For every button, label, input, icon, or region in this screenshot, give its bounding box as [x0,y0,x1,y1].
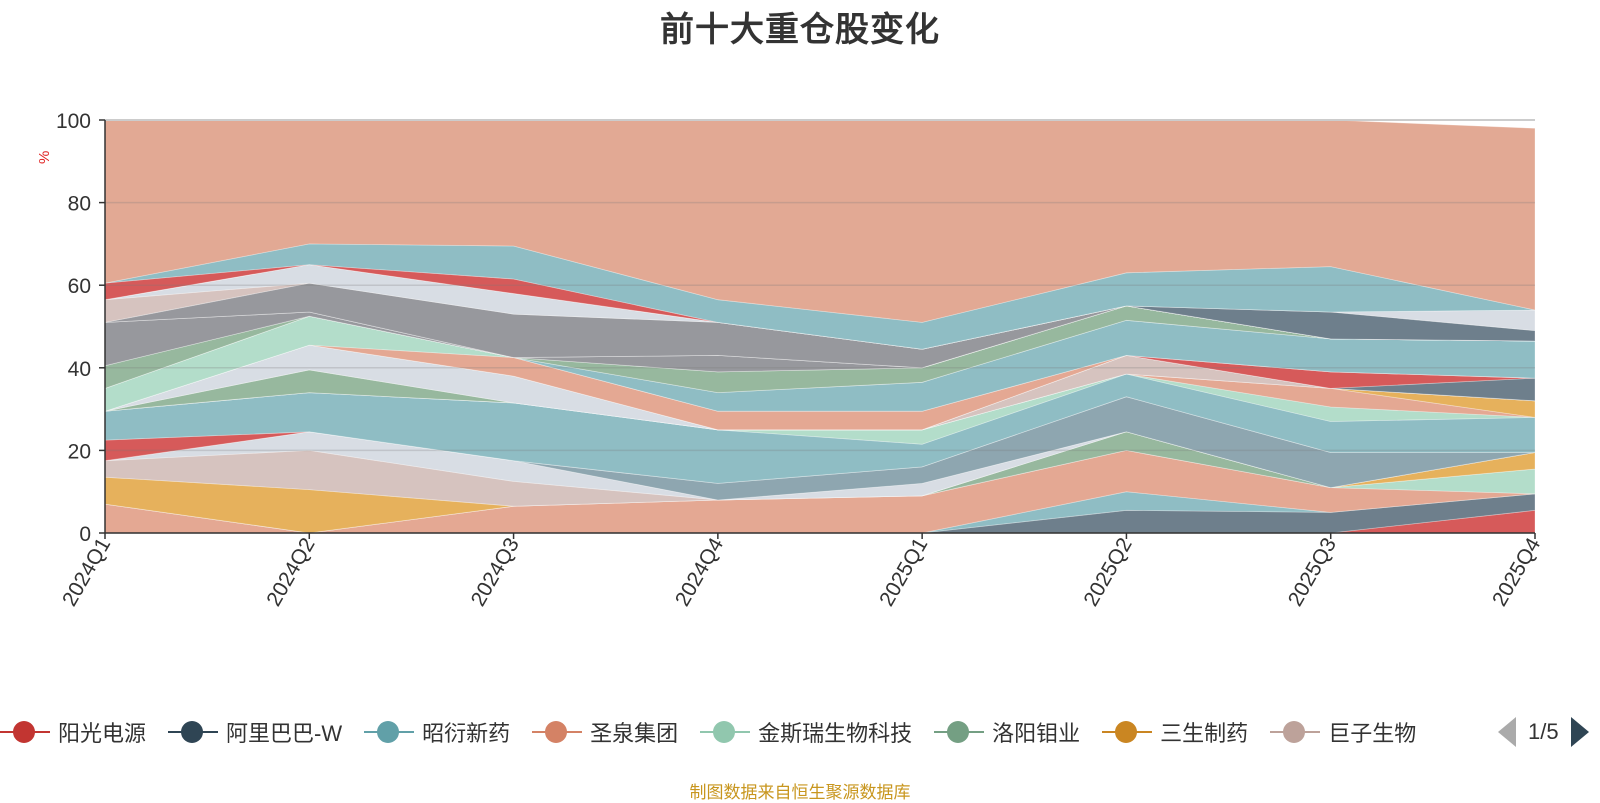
x-tick-label: 2025Q1 [875,534,932,610]
x-tick-label: 2024Q2 [262,534,319,610]
area-series-6[interactable] [104,431,1536,534]
legend-marker-icon [934,720,985,744]
source-note: 制图数据来自恒生聚源数据库 [689,783,911,802]
legend-item[interactable]: 阳光电源 [0,712,146,752]
area-series-32[interactable] [104,264,1536,350]
legend-label: 阿里巴巴-W [226,721,343,746]
legend: 阳光电源 阿里巴巴-W 昭衍新药 圣泉集团 金斯瑞生物科技 洛阳钼业 三生制药 巨子生物 1/… [0,712,1600,752]
legend-label: 昭衍新药 [422,721,511,746]
legend-pager: 1/5 [1498,712,1589,752]
x-tick-label: 2025Q2 [1079,534,1136,610]
x-tick-label: 2025Q3 [1284,534,1341,610]
legend-marker-icon [0,720,50,744]
legend-marker-icon [1270,720,1321,744]
y-tick-label: 60 [68,275,91,298]
legend-label: 金斯瑞生物科技 [758,721,913,746]
legend-item[interactable]: 三生制药 [1102,712,1248,752]
legend-items: 阳光电源 阿里巴巴-W 昭衍新药 圣泉集团 金斯瑞生物科技 洛阳钼业 三生制药 巨子生物 [0,712,1482,752]
area-series-33[interactable] [104,264,1536,350]
y-axis-unit: % [36,151,53,164]
legend-marker-icon [532,720,583,744]
axes [99,119,1536,539]
legend-marker-icon [168,720,219,744]
area-series-11[interactable] [104,373,1536,484]
y-tick-label: 20 [68,440,91,463]
legend-page-indicator: 1/5 [1528,719,1559,744]
legend-label: 洛阳钼业 [992,721,1081,746]
y-tick-label: 0 [79,523,91,546]
x-tick-label: 2024Q4 [671,534,728,610]
legend-item[interactable]: 巨子生物 [1270,712,1416,752]
y-tick-label: 80 [68,193,91,216]
legend-item[interactable]: 阿里巴巴-W [168,712,342,752]
legend-label: 巨子生物 [1328,721,1417,746]
legend-marker-icon [364,720,415,744]
legend-prev-arrow-icon[interactable] [1498,717,1516,747]
x-tick-labels: 2024Q1 2024Q2 2024Q3 2024Q4 2025Q1 2025Q2 2025… [58,534,1545,610]
area-layer [104,119,1536,534]
legend-item[interactable]: 洛阳钼业 [934,712,1080,752]
legend-item[interactable]: 昭衍新药 [364,712,510,752]
area-series-18[interactable] [104,344,1536,431]
y-tick-label: 100 [56,110,91,133]
legend-label: 圣泉集团 [590,721,679,746]
legend-label: 三生制药 [1160,721,1249,746]
legend-label: 阳光电源 [58,721,147,746]
x-tick-label: 2025Q4 [1488,534,1545,610]
x-tick-label: 2024Q3 [467,534,524,610]
legend-marker-icon [1102,720,1153,744]
legend-item[interactable]: 金斯瑞生物科技 [700,712,912,752]
chart-title: 前十大重仓股变化 [660,11,940,49]
area-series-14[interactable] [104,373,1536,431]
area-series-26[interactable] [104,305,1536,373]
y-tick-labels: 0 20 40 60 80 100 [56,110,91,546]
legend-marker-icon [700,720,751,744]
legend-item[interactable]: 圣泉集团 [532,712,678,752]
y-tick-label: 40 [68,358,91,381]
legend-next-arrow-icon[interactable] [1570,717,1589,747]
